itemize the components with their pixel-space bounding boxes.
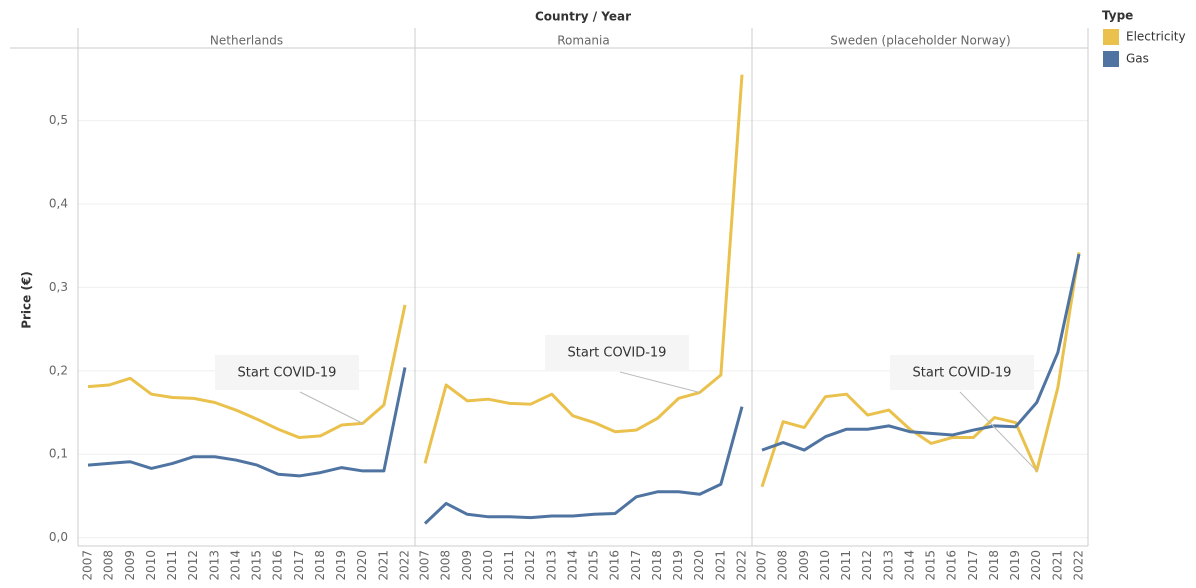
series-line: [761, 253, 1081, 452]
x-tick-label: 2017: [966, 550, 980, 581]
x-tick-label: 2015: [924, 550, 938, 581]
x-tick-label: 2012: [860, 550, 874, 581]
x-tick-label: 2009: [123, 550, 137, 581]
x-tick-label: 2016: [608, 550, 622, 581]
annotation: Start COVID-19: [913, 366, 1012, 381]
x-tick-label: 2021: [713, 550, 727, 581]
x-tick-label: 2008: [102, 550, 116, 581]
x-tick-label: 2010: [481, 550, 495, 581]
x-tick-label: 2022: [1072, 550, 1086, 581]
x-tick-label: 2010: [818, 550, 832, 581]
x-tick-label: 2012: [186, 550, 200, 581]
legend-label: Electricity: [1126, 30, 1186, 44]
x-tick-label: 2017: [629, 550, 643, 581]
x-tick-label: 2020: [1029, 550, 1043, 581]
annotation-box: [545, 335, 689, 370]
x-tick-label: 2022: [398, 550, 412, 581]
x-tick-label: 2018: [313, 550, 327, 581]
x-tick-label: 2009: [460, 550, 474, 581]
x-tick-label: 2013: [544, 550, 558, 581]
x-tick-label: 2013: [881, 550, 895, 581]
series-line: [423, 74, 744, 464]
legend-label: Gas: [1126, 52, 1149, 66]
column-header: Country / Year: [535, 10, 631, 24]
x-tick-label: 2015: [587, 550, 601, 581]
x-tick-label: 2020: [355, 550, 369, 581]
x-tick-label: 2008: [439, 550, 453, 581]
x-tick-label: 2021: [376, 550, 390, 581]
x-tick-label: 2017: [292, 550, 306, 581]
x-tick-label: 2015: [250, 550, 264, 581]
y-axis-title: Price (€): [20, 271, 34, 329]
x-tick-label: 2014: [228, 550, 242, 581]
x-tick-label: 2008: [776, 550, 790, 581]
annotation-box: [890, 355, 1034, 390]
x-tick-label: 2018: [987, 550, 1001, 581]
legend-swatch: [1103, 29, 1119, 45]
panel-title: Netherlands: [210, 34, 283, 48]
panel-title: Romania: [557, 34, 609, 48]
y-tick-label: 0,2: [49, 363, 68, 377]
x-tick-label: 2016: [945, 550, 959, 581]
y-tick-label: 0,0: [49, 530, 68, 544]
annotation-pointer: [959, 391, 1038, 472]
x-tick-label: 2010: [144, 550, 158, 581]
x-tick-label: 2014: [565, 550, 579, 581]
legend-swatch: [1103, 51, 1119, 67]
series-line: [87, 367, 407, 478]
x-tick-label: 2007: [755, 550, 769, 581]
x-tick-label: 2011: [165, 550, 179, 581]
annotation: Start COVID-19: [568, 346, 667, 361]
x-tick-label: 2021: [1050, 550, 1064, 581]
y-tick-label: 0,1: [49, 447, 68, 461]
x-tick-label: 2007: [81, 550, 95, 581]
annotation: Start COVID-19: [238, 366, 337, 381]
panel-title: Sweden (placeholder Norway): [830, 34, 1010, 48]
y-tick-label: 0,4: [49, 196, 68, 210]
x-tick-label: 2009: [797, 550, 811, 581]
series-line: [87, 304, 407, 440]
annotation-box: [215, 355, 359, 390]
x-tick-label: 2019: [1008, 550, 1022, 581]
x-tick-label: 2020: [692, 550, 706, 581]
x-tick-label: 2012: [523, 550, 537, 581]
x-tick-label: 2011: [502, 550, 516, 581]
annotation-pointer: [299, 391, 363, 424]
x-tick-label: 2016: [271, 550, 285, 581]
annotation-pointer: [619, 371, 700, 393]
x-tick-label: 2011: [839, 550, 853, 581]
y-tick-label: 0,5: [49, 113, 68, 127]
x-tick-label: 2014: [902, 550, 916, 581]
x-tick-label: 2007: [418, 550, 432, 581]
x-tick-label: 2022: [735, 550, 749, 581]
x-tick-label: 2019: [334, 550, 348, 581]
x-tick-label: 2019: [671, 550, 685, 581]
y-tick-label: 0,3: [49, 280, 68, 294]
x-tick-label: 2018: [650, 550, 664, 581]
x-tick-label: 2013: [207, 550, 221, 581]
series-line: [423, 406, 744, 525]
series-line: [760, 252, 1081, 488]
legend-title: Type: [1102, 9, 1133, 23]
